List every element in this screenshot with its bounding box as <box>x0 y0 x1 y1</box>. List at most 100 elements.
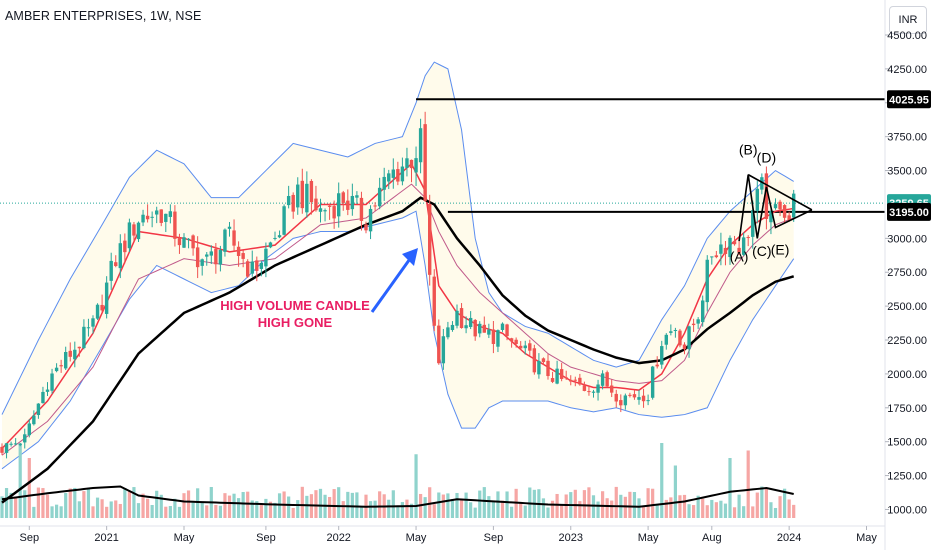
volume-bar <box>550 500 555 518</box>
volume-bar <box>241 492 245 518</box>
volume-bar <box>114 500 118 518</box>
volume-bar <box>792 504 796 518</box>
candle-body <box>478 323 482 334</box>
volume-bar <box>732 507 737 518</box>
volume-bar <box>742 506 746 518</box>
candle-body <box>255 260 259 271</box>
x-tick-label: Sep <box>256 532 276 544</box>
candle-body <box>205 254 209 257</box>
volume-bar <box>136 503 141 518</box>
volume-bar <box>95 497 100 518</box>
volume-bar <box>127 491 131 518</box>
volume-bar <box>632 492 637 518</box>
volume-bar <box>473 507 477 518</box>
candle-body <box>59 365 63 367</box>
volume-bar <box>237 498 241 518</box>
candle-body <box>300 180 304 209</box>
volume-bar <box>587 487 591 518</box>
volume-bar <box>564 494 568 518</box>
volume-bar <box>646 488 650 518</box>
candle-body <box>168 211 173 217</box>
volume-bar <box>482 487 486 518</box>
volume-bar <box>555 493 559 518</box>
volume-bar <box>177 506 182 518</box>
candle-body <box>100 304 104 311</box>
wave-label: (D) <box>757 149 776 165</box>
candle-body <box>473 319 477 337</box>
x-tick-label: May <box>174 532 195 544</box>
candle-body <box>437 325 441 364</box>
candle-body <box>714 255 719 258</box>
volume-bar <box>82 491 86 518</box>
candle-body <box>250 261 254 274</box>
volume-bar <box>296 500 300 518</box>
y-tick-label: 3750.00 <box>887 132 927 144</box>
volume-bar <box>628 491 632 518</box>
price-label-text: 3195.00 <box>889 207 929 219</box>
candle-body <box>277 235 282 238</box>
candle-body <box>104 282 109 314</box>
volume-bar <box>409 503 414 518</box>
triangle-upper-trendline <box>747 173 813 211</box>
candle-body <box>532 348 537 373</box>
volume-bar <box>200 502 204 518</box>
candle-body <box>432 276 436 326</box>
volume-bar <box>100 499 104 518</box>
volume-bar <box>355 492 359 518</box>
candle-body <box>487 329 491 335</box>
candle-body <box>669 331 673 333</box>
volume-bar <box>578 501 582 518</box>
volume-bar <box>751 506 755 518</box>
volume-bar <box>491 501 495 518</box>
candle-body <box>223 229 227 252</box>
candle-body <box>405 158 409 168</box>
candle-body <box>546 360 550 377</box>
y-tick-label: 1500.00 <box>887 437 927 449</box>
candle-body <box>268 242 273 248</box>
volume-bar <box>428 487 432 518</box>
y-axis: 4500.004250.004000.003750.003500.003000.… <box>884 0 927 550</box>
volume-bar <box>596 501 600 518</box>
currency-button[interactable]: INR <box>889 6 927 34</box>
candle-body <box>391 169 395 178</box>
candle-body <box>318 208 323 212</box>
annotation-line-2: HIGH GONE <box>258 315 333 330</box>
candle-body <box>23 434 27 443</box>
candle-body <box>123 240 127 253</box>
candle-body <box>54 367 59 372</box>
candle-body <box>373 205 377 207</box>
candle-body <box>323 210 327 212</box>
candle-body <box>523 345 527 349</box>
candle-body <box>760 177 764 190</box>
volume-bar <box>328 496 332 518</box>
volume-bar <box>264 498 268 518</box>
wave-label: (B) <box>739 141 758 157</box>
candle-body <box>500 323 505 330</box>
candle-body <box>732 241 737 245</box>
candle-body <box>400 166 405 182</box>
volume-bar <box>778 496 782 518</box>
volume-bar <box>641 507 646 518</box>
chart-title: AMBER ENTERPRISES, 1W, NSE <box>5 9 202 23</box>
volume-bar <box>519 503 523 518</box>
candle-body <box>314 198 318 211</box>
volume-bar <box>86 487 91 518</box>
y-tick-label: 1250.00 <box>887 471 927 483</box>
candle-body <box>755 188 759 211</box>
volume-bar <box>191 502 195 518</box>
volume-bar <box>314 490 318 518</box>
wave-label: (A) <box>730 248 749 264</box>
y-tick-label: 1750.00 <box>887 403 927 415</box>
volume-bar <box>478 490 482 518</box>
candle-body <box>127 222 132 249</box>
candle-body <box>241 253 245 259</box>
volume-bar <box>378 491 382 518</box>
volume-bar <box>787 499 791 518</box>
triangle-pattern <box>738 174 813 242</box>
candle-body <box>596 384 600 393</box>
candle-body <box>4 443 9 453</box>
candle-body <box>132 224 136 236</box>
volume-bar <box>332 489 336 518</box>
volume-bar <box>259 504 263 518</box>
